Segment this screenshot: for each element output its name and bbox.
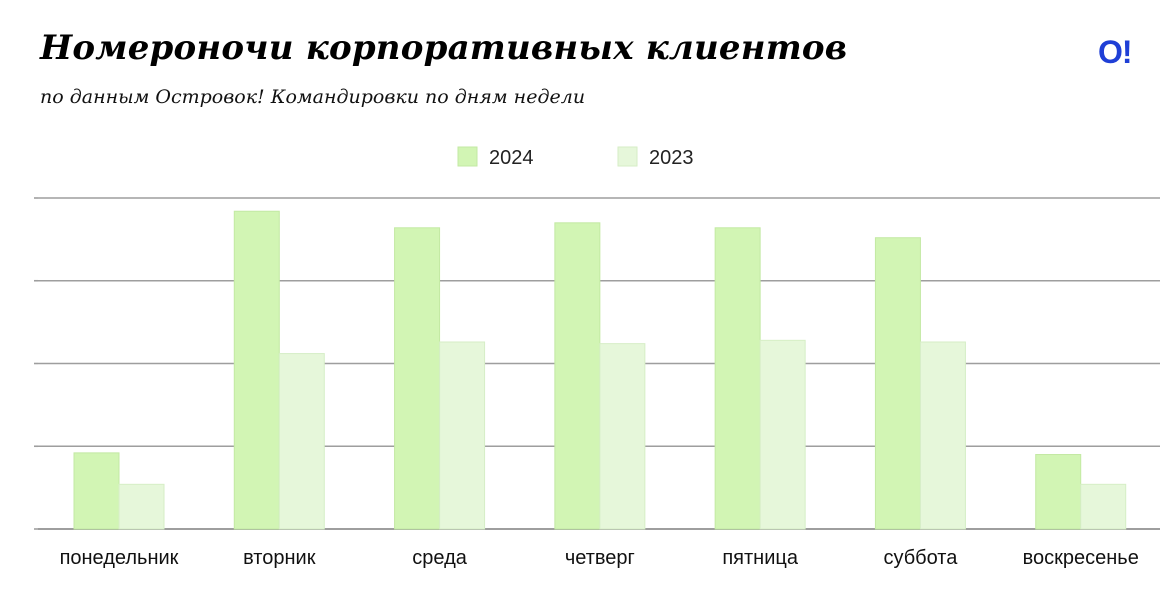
bar-2024-вторник xyxy=(233,210,280,530)
bar-2024-среда xyxy=(394,227,441,530)
x-tick-label: вторник xyxy=(243,547,316,569)
legend-swatch-2024 xyxy=(457,146,478,167)
bar-2024-воскресенье xyxy=(1035,454,1082,530)
x-tick-label: четверг xyxy=(565,547,635,569)
bar-2024-пятница xyxy=(714,227,761,530)
bar-2024-понедельник xyxy=(73,452,120,530)
bar-2023-суббота xyxy=(919,341,966,530)
x-axis: понедельник вторник среда четверг пятница суб… xyxy=(60,547,1139,569)
bar-2023-вторник xyxy=(278,353,325,530)
bar-2023-понедельник xyxy=(118,483,165,530)
legend-swatch-2023 xyxy=(617,146,638,167)
legend-label-2023: 2023 xyxy=(649,147,694,169)
ostrovok-logo: O! xyxy=(1098,34,1133,70)
bar-2023-четверг xyxy=(599,343,646,530)
bar-2024-суббота xyxy=(874,237,921,530)
x-tick-label: воскресенье xyxy=(1023,547,1139,569)
bar-2023-воскресенье xyxy=(1080,483,1127,530)
chart-title: Номероночи корпоративных клиентов xyxy=(40,28,848,68)
legend-label-2024: 2024 xyxy=(489,147,534,169)
legend: 2024 2023 xyxy=(457,146,694,169)
x-tick-label: суббота xyxy=(883,547,958,569)
x-tick-label: понедельник xyxy=(60,547,179,569)
bar-2024-четверг xyxy=(554,222,601,530)
chart-subtitle: по данным Островок! Командировки по дням… xyxy=(40,86,586,108)
bar-2023-пятница xyxy=(759,339,806,530)
bars xyxy=(73,210,1127,530)
x-tick-label: среда xyxy=(412,547,467,569)
x-tick-label: пятница xyxy=(722,547,798,569)
bar-2023-среда xyxy=(439,341,486,530)
